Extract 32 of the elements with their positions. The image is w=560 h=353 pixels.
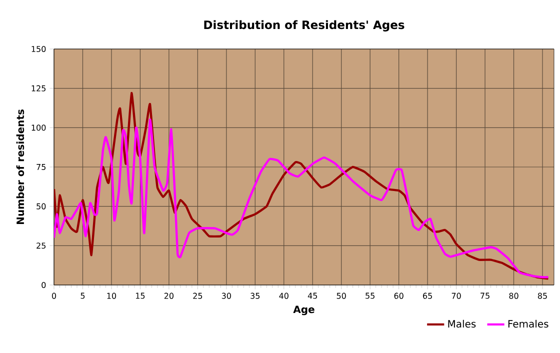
x-tick-label: 80	[509, 292, 518, 299]
x-tick-label: 50	[336, 292, 346, 299]
y-tick-label: 100	[32, 124, 46, 131]
x-tick-label: 15	[136, 292, 145, 299]
x-tick-label: 45	[308, 292, 318, 299]
x-tick-label: 70	[452, 292, 461, 299]
line-series	[54, 92, 550, 280]
x-tick-label: 20	[164, 292, 174, 299]
y-tick-label: 0	[42, 282, 46, 288]
x-axis-title: Age	[293, 306, 314, 316]
x-tick-label: 40	[279, 292, 288, 299]
y-axis-title: Number of residents	[16, 110, 24, 224]
y-tick-label: 50	[36, 203, 46, 210]
x-tick-label: 85	[538, 292, 547, 299]
y-tick-label: 75	[36, 164, 46, 170]
x-tick-label: 0	[52, 292, 56, 299]
x-tick-label: 75	[480, 292, 490, 299]
x-tick-label: 30	[222, 292, 231, 299]
x-tick-label: 10	[107, 292, 116, 299]
y-tick-label: 125	[32, 85, 46, 92]
y-tick-label: 150	[32, 46, 46, 52]
legend-label: Females	[508, 320, 548, 328]
x-tick-label: 55	[366, 292, 374, 299]
x-tick-label: 25	[193, 292, 202, 299]
x-tick-label: 65	[423, 292, 432, 299]
chart-title: Distribution of Residents' Ages	[204, 20, 404, 32]
x-tick-label: 60	[394, 292, 404, 299]
line-series	[54, 118, 550, 278]
x-tick-label: 5	[80, 292, 85, 299]
x-tick-label: 35	[250, 292, 260, 299]
legend-label: Males	[448, 320, 476, 328]
y-tick-label: 25	[36, 242, 46, 249]
